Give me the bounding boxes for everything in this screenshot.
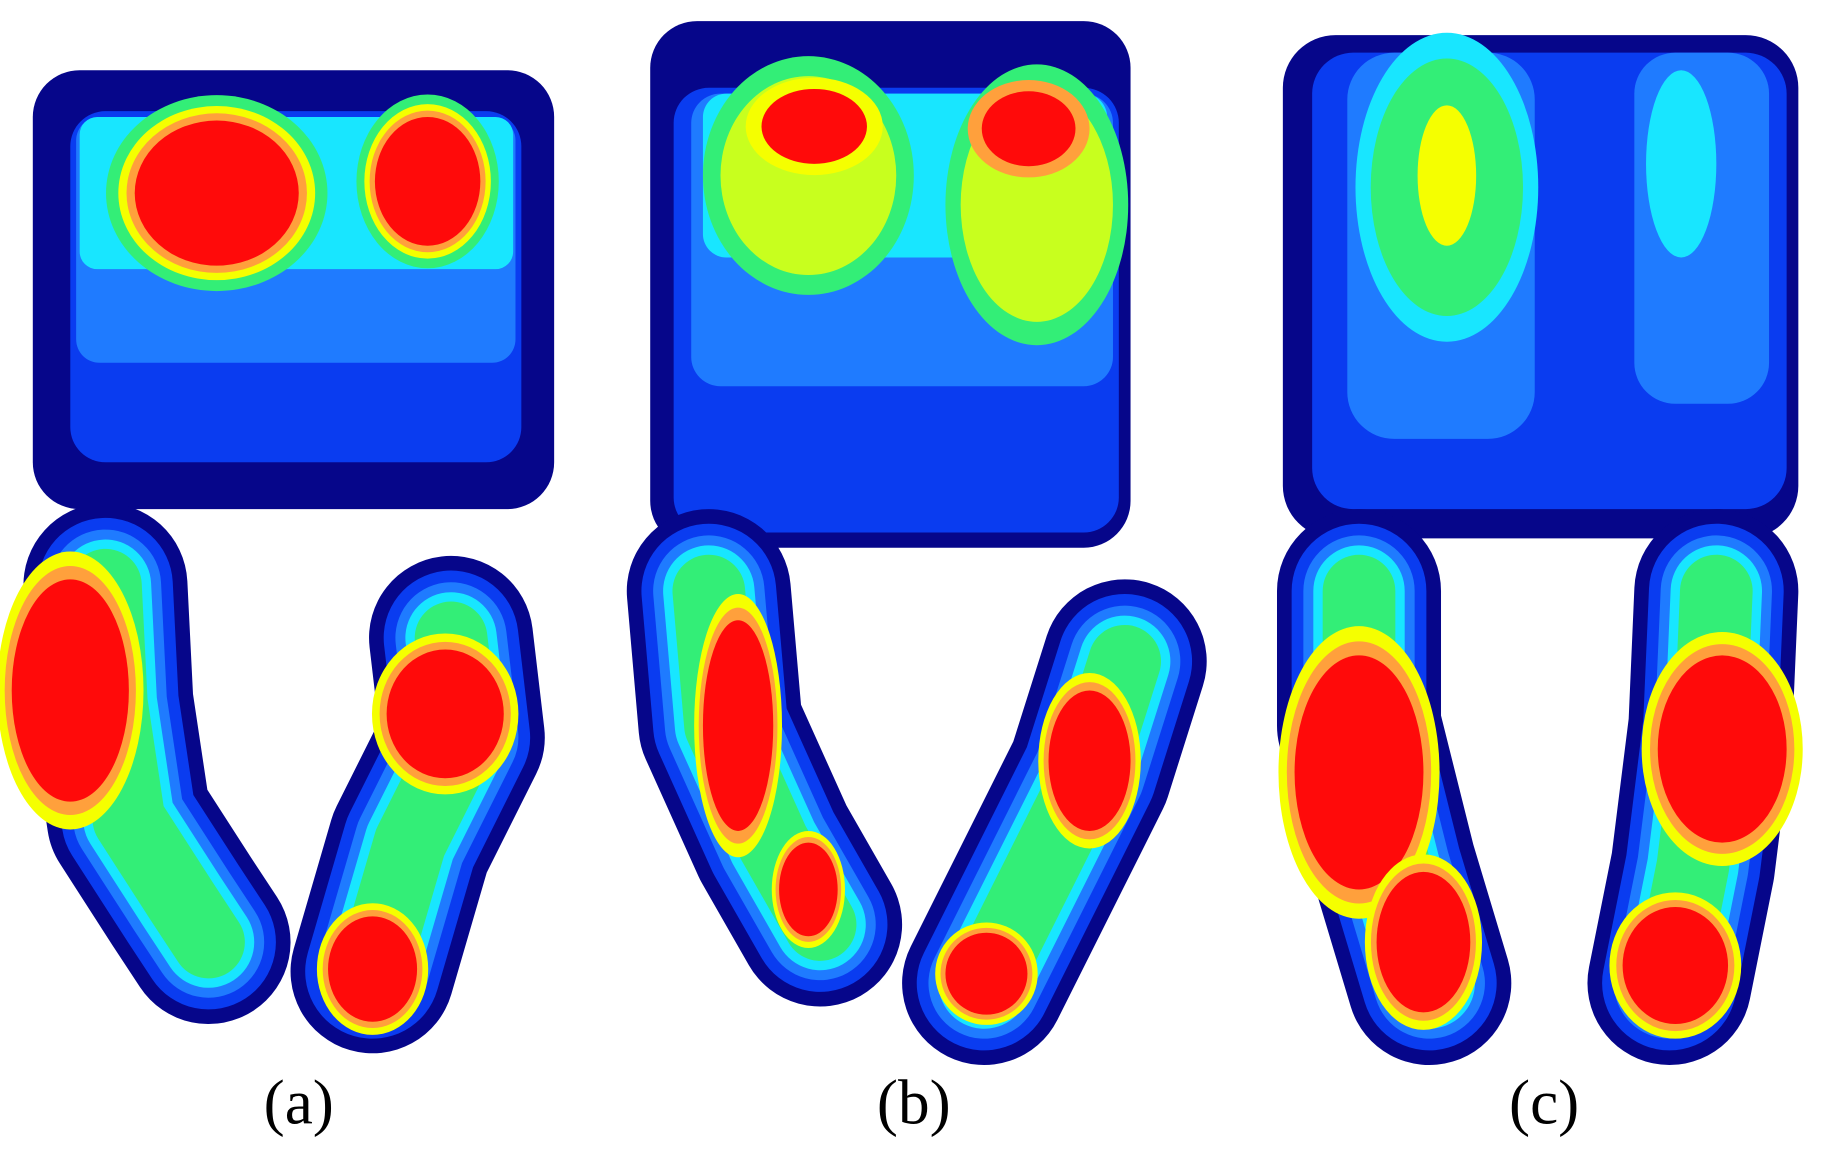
panel-label: (a) (264, 1068, 334, 1138)
heat-spot (386, 649, 504, 779)
heat-spot (1657, 655, 1787, 843)
heat-spot (981, 91, 1076, 167)
heat-spot (779, 842, 838, 937)
heat-spot (11, 579, 129, 802)
heat-spot (1048, 690, 1131, 831)
heat-spot (1376, 871, 1471, 1013)
heat-spot (945, 932, 1028, 1015)
heat-spot (702, 620, 774, 831)
heat-spot (134, 120, 299, 266)
heat-spot (1622, 907, 1729, 1025)
heat-spot (328, 916, 418, 1022)
heat-spot (1646, 70, 1717, 258)
heat-spot (1417, 105, 1477, 246)
panel-label: (b) (877, 1068, 951, 1138)
heat-spot (1294, 655, 1424, 890)
heat-spot (761, 88, 867, 164)
heat-spot (374, 117, 481, 246)
pressure-maps (0, 21, 1803, 1066)
panel-label: (c) (1509, 1068, 1579, 1138)
